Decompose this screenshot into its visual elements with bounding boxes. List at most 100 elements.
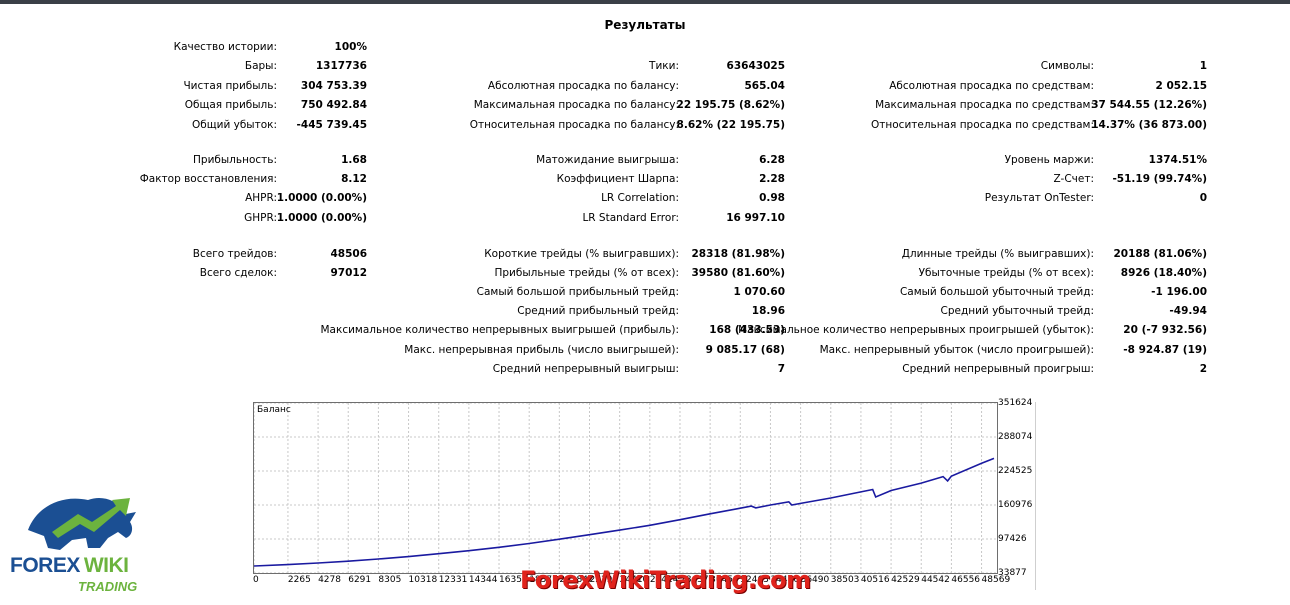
x-tick-label: 24410 bbox=[619, 575, 649, 585]
x-tick-label: 28437 bbox=[679, 575, 709, 585]
stat-label: Относительная просадка по балансу: bbox=[469, 119, 679, 131]
stat-value: 20188 (81.06%) bbox=[1113, 248, 1207, 260]
stat-value: 63643025 bbox=[726, 60, 785, 72]
stat-label: Самый большой прибыльный трейд: bbox=[476, 286, 679, 298]
stat-value: 1.0000 (0.00%) bbox=[276, 192, 367, 204]
x-tick-label: 14344 bbox=[468, 575, 498, 585]
balance-chart-svg bbox=[254, 403, 997, 573]
stat-label: Абсолютная просадка по средствам: bbox=[889, 80, 1094, 92]
x-tick-label: 8305 bbox=[378, 575, 402, 585]
watermark-text: ForexWikiTrading.com bbox=[520, 566, 811, 594]
stat-label: Общий убыток: bbox=[191, 119, 277, 131]
stat-value: 750 492.84 bbox=[300, 99, 367, 111]
stat-label: GHPR: bbox=[244, 212, 277, 224]
stat-value: 9 085.17 (68) bbox=[705, 344, 785, 356]
balance-chart: Баланс bbox=[253, 402, 998, 574]
stat-label: Результат OnTester: bbox=[984, 192, 1094, 204]
stat-value: 2.28 bbox=[759, 173, 785, 185]
stat-label: Матожидание выигрыша: bbox=[536, 154, 679, 166]
y-tick-label: 33877 bbox=[998, 568, 1027, 578]
stat-label: Максимальная просадка по балансу: bbox=[473, 99, 679, 111]
stat-label: LR Standard Error: bbox=[582, 212, 679, 224]
x-tick-label: 42529 bbox=[891, 575, 920, 585]
stat-value: 7 bbox=[777, 363, 785, 375]
report-title: Результаты bbox=[604, 18, 686, 32]
stat-label: Бары: bbox=[244, 60, 277, 72]
x-tick-label: 40516 bbox=[860, 575, 890, 585]
stat-value: 14.37% (36 873.00) bbox=[1091, 119, 1207, 131]
stat-value: 20 (-7 932.56) bbox=[1123, 324, 1207, 336]
x-tick-label: 12331 bbox=[438, 575, 468, 585]
x-tick-label: 20384 bbox=[559, 575, 588, 585]
stat-label: Прибыльные трейды (% от всех): bbox=[494, 267, 679, 279]
stat-label: Средний убыточный трейд: bbox=[940, 305, 1094, 317]
logo-line-2: TRADING bbox=[78, 579, 138, 594]
x-tick-label: 30450 bbox=[710, 575, 739, 585]
stat-value: 304 753.39 bbox=[300, 80, 367, 92]
logo-line-1: FOREX WIKI bbox=[10, 554, 129, 578]
stat-value: 28318 (81.98%) bbox=[691, 248, 785, 260]
x-tick-label: 46556 bbox=[951, 575, 981, 585]
stat-label: Длинные трейды (% выигравших): bbox=[901, 248, 1094, 260]
x-tick-label: 34476 bbox=[770, 575, 800, 585]
logo-forex-text: FOREX bbox=[10, 554, 80, 577]
stat-label: Средний непрерывный проигрыш: bbox=[902, 363, 1094, 375]
stat-label: Чистая прибыль: bbox=[183, 80, 277, 92]
stat-value: 1317736 bbox=[315, 60, 367, 72]
stat-value: 1.68 bbox=[341, 154, 367, 166]
stat-label: Прибыльность: bbox=[193, 154, 277, 166]
logo-wiki-text: WIKI bbox=[83, 554, 129, 577]
stat-label: Самый большой убыточный трейд: bbox=[899, 286, 1094, 298]
x-tick-label: 0 bbox=[253, 575, 259, 585]
chart-title: Баланс bbox=[257, 405, 291, 415]
stat-label: Короткие трейды (% выигравших): bbox=[484, 248, 679, 260]
stat-value: 18.96 bbox=[751, 305, 785, 317]
stat-label: Всего сделок: bbox=[199, 267, 277, 279]
x-tick-label: 36490 bbox=[800, 575, 830, 585]
stat-value: 1 070.60 bbox=[733, 286, 785, 298]
stat-label: Максимальная просадка по средствам: bbox=[875, 99, 1094, 111]
x-tick-label: 32463 bbox=[740, 575, 769, 585]
stat-value: 6.28 bbox=[759, 154, 785, 166]
stat-value: 1374.51% bbox=[1148, 154, 1207, 166]
stat-label: Качество истории: bbox=[173, 41, 277, 53]
stat-value: 8.12 bbox=[341, 173, 367, 185]
stat-value: 22 195.75 (8.62%) bbox=[676, 99, 785, 111]
y-tick-label: 288074 bbox=[998, 432, 1033, 442]
stat-label: Макс. непрерывный убыток (число проигрыш… bbox=[819, 344, 1094, 356]
x-tick-label: 10318 bbox=[408, 575, 438, 585]
stat-label: Средний непрерывный выигрыш: bbox=[492, 363, 679, 375]
stat-label: Всего трейдов: bbox=[192, 248, 277, 260]
stat-label: Коэффициент Шарпа: bbox=[556, 173, 679, 185]
x-tick-label: 6291 bbox=[348, 575, 372, 585]
stat-value: 0 bbox=[1199, 192, 1207, 204]
stat-value: -1 196.00 bbox=[1151, 286, 1207, 298]
stat-value: 100% bbox=[334, 41, 367, 53]
stat-label: Общая прибыль: bbox=[184, 99, 277, 111]
stat-value: 48506 bbox=[330, 248, 367, 260]
stat-label: Тики: bbox=[649, 60, 679, 72]
stat-label: Относительная просадка по средствам: bbox=[871, 119, 1094, 131]
x-tick-label: 26424 bbox=[649, 575, 679, 585]
stat-label: Фактор восстановления: bbox=[139, 173, 277, 185]
stat-value: -51.19 (99.74%) bbox=[1112, 173, 1207, 185]
stat-label: Символы: bbox=[1040, 60, 1094, 72]
y-tick-label: 160976 bbox=[998, 499, 1033, 510]
stat-value: 0.98 bbox=[759, 192, 785, 204]
x-tick-label: 4278 bbox=[318, 575, 341, 585]
x-tick-label: 22397 bbox=[589, 575, 619, 585]
stat-label: LR Correlation: bbox=[601, 192, 679, 204]
stat-label: Макс. непрерывная прибыль (число выигрыш… bbox=[404, 344, 679, 356]
series-line-balance bbox=[254, 457, 995, 567]
stat-label: AHPR: bbox=[245, 192, 277, 204]
stat-value: 16 997.10 bbox=[726, 212, 785, 224]
stat-value: 168 (433.53) bbox=[709, 324, 785, 336]
x-tick-label: 2265 bbox=[287, 575, 311, 585]
stat-value: -49.94 bbox=[1169, 305, 1207, 317]
x-tick-label: 48569 bbox=[981, 575, 1011, 585]
stat-value: 2 052.15 bbox=[1155, 80, 1207, 92]
stat-value: 39580 (81.60%) bbox=[691, 267, 785, 279]
stat-value: -8 924.87 (19) bbox=[1123, 344, 1207, 356]
x-tick-label: 18371 bbox=[529, 575, 558, 585]
top-window-border bbox=[0, 0, 1290, 4]
